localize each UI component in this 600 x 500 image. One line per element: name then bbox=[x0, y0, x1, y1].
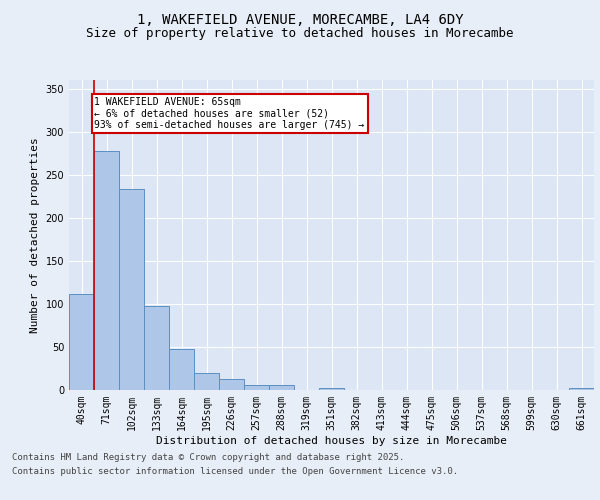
Bar bbox=[194, 373, 219, 390]
Text: 1 WAKEFIELD AVENUE: 65sqm
← 6% of detached houses are smaller (52)
93% of semi-d: 1 WAKEFIELD AVENUE: 65sqm ← 6% of detach… bbox=[95, 97, 365, 130]
Text: Contains HM Land Registry data © Crown copyright and database right 2025.: Contains HM Land Registry data © Crown c… bbox=[12, 452, 404, 462]
Text: Size of property relative to detached houses in Morecambe: Size of property relative to detached ho… bbox=[86, 28, 514, 40]
Text: 1, WAKEFIELD AVENUE, MORECAMBE, LA4 6DY: 1, WAKEFIELD AVENUE, MORECAMBE, LA4 6DY bbox=[137, 12, 463, 26]
Text: Contains public sector information licensed under the Open Government Licence v3: Contains public sector information licen… bbox=[12, 468, 458, 476]
Bar bbox=[269, 385, 294, 390]
Y-axis label: Number of detached properties: Number of detached properties bbox=[30, 137, 40, 333]
Bar bbox=[569, 388, 594, 390]
Bar bbox=[219, 379, 244, 390]
Bar bbox=[119, 190, 144, 390]
X-axis label: Distribution of detached houses by size in Morecambe: Distribution of detached houses by size … bbox=[156, 436, 507, 446]
Bar bbox=[94, 150, 119, 390]
Bar bbox=[319, 388, 344, 390]
Bar bbox=[244, 385, 269, 390]
Bar bbox=[144, 306, 169, 390]
Bar bbox=[69, 294, 94, 390]
Bar bbox=[169, 348, 194, 390]
